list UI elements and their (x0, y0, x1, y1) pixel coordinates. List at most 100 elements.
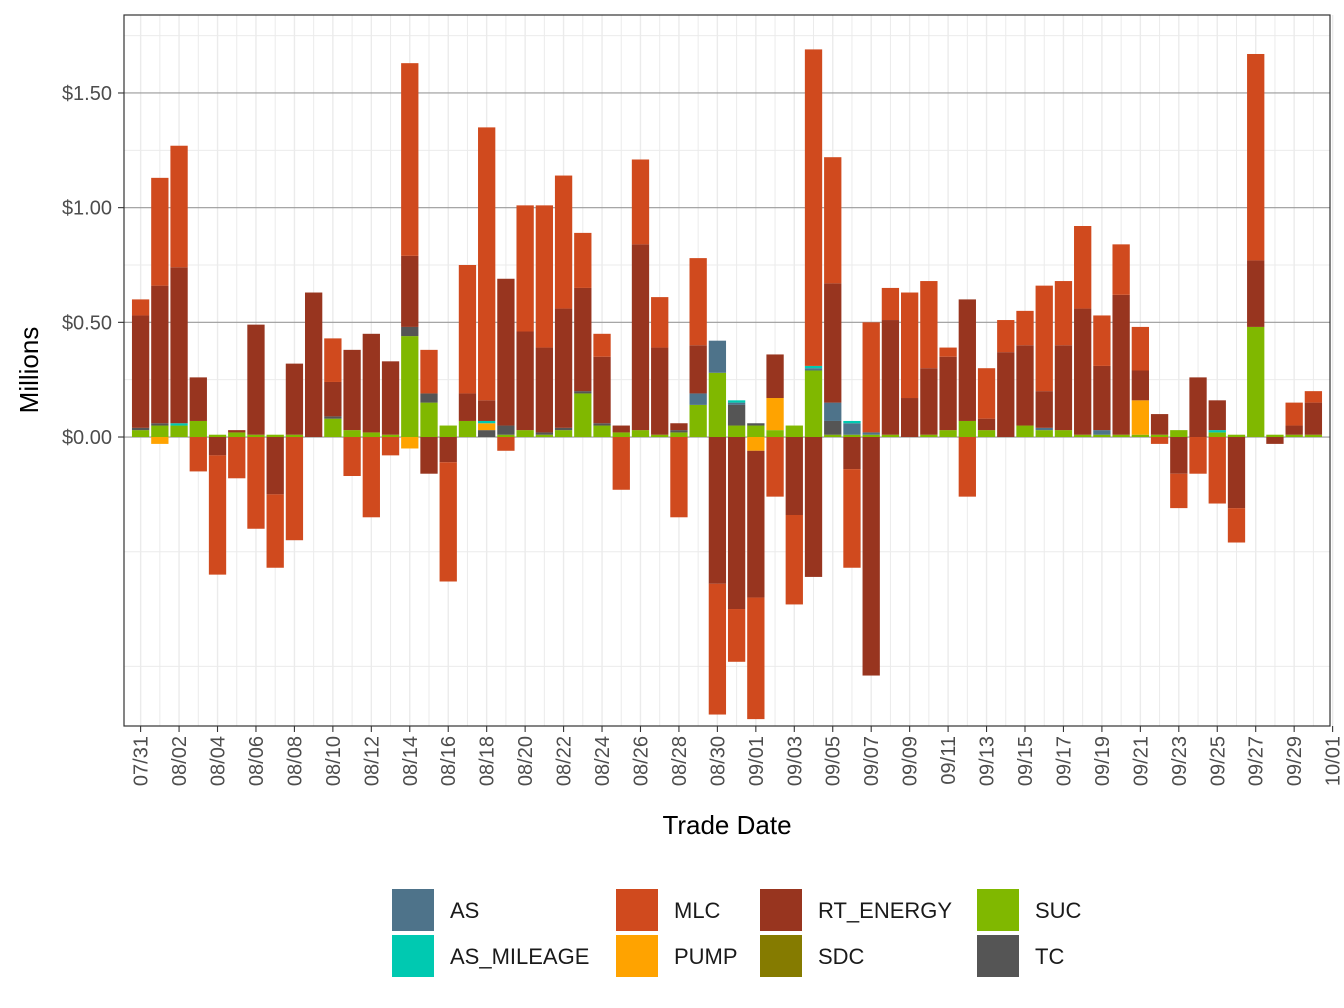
bar-suc-09-11 (939, 430, 957, 438)
bar-mlc-08-25 (612, 437, 630, 490)
bar-rt-energy-09-22 (1150, 414, 1169, 435)
bar-suc-09-10 (920, 434, 938, 438)
x-tick-label: 08/22 (554, 736, 576, 786)
bar-tc-08-15 (420, 393, 438, 403)
x-tick-label: 08/08 (284, 736, 306, 786)
bar-mlc-09-15 (1016, 310, 1034, 346)
bar-rt-energy-08-02 (170, 267, 188, 424)
bar-rt-energy-09-09 (900, 398, 919, 438)
bar-rt-energy-08-28 (670, 423, 688, 431)
legend-key-tc (977, 935, 1019, 977)
bar-mlc-08-31 (727, 609, 746, 662)
bar-mlc-09-24 (1189, 437, 1207, 474)
bar-as-09-05 (824, 402, 842, 421)
x-tick-label: 09/13 (977, 736, 999, 786)
x-tick-label: 08/12 (361, 736, 383, 786)
bar-rt-energy-08-15 (420, 437, 438, 474)
x-tick-label: 09/23 (1169, 736, 1191, 786)
bar-pump-09-21 (1131, 400, 1150, 435)
bar-mlc-08-08 (285, 437, 304, 541)
bar-suc-08-26 (631, 430, 650, 438)
bar-mlc-08-01 (151, 177, 169, 286)
legend-label-mlc: MLC (674, 898, 721, 923)
bar-as-mileage-08-02 (170, 423, 188, 426)
bar-tc-08-22 (554, 427, 573, 431)
bar-suc-09-20 (1112, 434, 1130, 438)
bar-mlc-09-30 (1304, 391, 1323, 403)
bar-suc-09-23 (1170, 430, 1188, 438)
bar-suc-09-03 (785, 425, 803, 438)
bar-suc-09-19 (1093, 434, 1111, 438)
bar-mlc-08-13 (381, 437, 400, 456)
bar-rt-energy-08-14 (401, 255, 419, 327)
x-tick-label: 09/05 (823, 736, 845, 786)
bar-rt-energy-08-20 (516, 331, 534, 431)
x-tick-label: 09/09 (900, 736, 922, 786)
bar-rt-energy-09-18 (1074, 308, 1092, 435)
bar-mlc-09-21 (1131, 326, 1150, 371)
x-tick-label: 08/24 (592, 736, 614, 786)
bar-rt-energy-09-04 (804, 437, 823, 577)
bar-mlc-08-27 (651, 297, 669, 348)
legend-key-mlc (616, 889, 658, 931)
bar-mlc-08-14 (401, 63, 419, 256)
legend-label-pump: PUMP (674, 944, 738, 969)
bar-suc-08-28 (670, 432, 688, 438)
bar-rt-energy-09-14 (997, 352, 1015, 438)
bar-tc-09-01 (747, 423, 765, 426)
bar-suc-08-16 (439, 425, 457, 438)
bar-rt-energy-09-12 (958, 299, 976, 421)
bar-mlc-08-22 (554, 175, 573, 309)
bar-mlc-08-30 (708, 583, 727, 715)
bar-rt-energy-08-06 (247, 324, 265, 435)
x-tick-label: 08/02 (169, 736, 191, 786)
bar-mlc-09-03 (785, 514, 803, 605)
x-tick-label: 08/14 (400, 736, 422, 786)
bar-suc-09-01 (747, 425, 765, 438)
bar-suc-08-27 (651, 434, 669, 438)
x-tick-label: 09/25 (1207, 736, 1229, 786)
bar-rt-energy-09-26 (1227, 437, 1246, 509)
bar-suc-09-17 (1054, 430, 1073, 438)
x-tick-label: 08/18 (477, 736, 499, 786)
bar-suc-09-15 (1016, 425, 1034, 438)
bar-suc-08-10 (324, 418, 342, 438)
x-tick-label: 08/06 (246, 736, 268, 786)
bar-rt-energy-08-03 (189, 377, 207, 421)
bar-rt-energy-09-01 (747, 450, 765, 598)
bar-rt-energy-09-21 (1131, 370, 1150, 401)
bar-suc-09-29 (1285, 434, 1303, 438)
bar-mlc-08-21 (535, 205, 554, 348)
bar-mlc-08-24 (593, 333, 611, 357)
bar-mlc-09-12 (958, 437, 976, 497)
bar-rt-energy-08-30 (708, 437, 727, 584)
bar-suc-08-14 (401, 336, 419, 438)
bar-mlc-09-07 (862, 322, 880, 433)
bar-tc-07-31 (131, 427, 150, 431)
bar-rt-energy-09-10 (920, 368, 938, 435)
bar-rt-energy-08-25 (612, 425, 630, 433)
bar-suc-07-31 (131, 430, 150, 438)
x-tick-label: 09/07 (861, 736, 883, 786)
bar-rt-energy-09-23 (1170, 437, 1188, 474)
bar-as-09-06 (843, 423, 861, 435)
bar-rt-energy-09-27 (1247, 260, 1265, 327)
bar-suc-09-22 (1150, 434, 1169, 438)
bar-suc-08-25 (612, 432, 630, 438)
bar-as-09-07 (862, 432, 880, 435)
x-tick-label: 09/21 (1130, 736, 1152, 786)
bar-tc-08-14 (401, 326, 419, 337)
bar-pump-09-01 (747, 437, 765, 451)
bar-mlc-09-09 (900, 292, 919, 399)
bar-suc-08-20 (516, 430, 534, 438)
bar-rt-energy-08-13 (381, 361, 400, 435)
legend-key-suc (977, 889, 1019, 931)
bar-rt-energy-09-30 (1304, 402, 1323, 435)
bar-mlc-08-26 (631, 159, 650, 245)
bar-mlc-09-18 (1074, 226, 1092, 309)
bar-rt-energy-08-26 (631, 244, 650, 431)
bar-mlc-09-05 (824, 157, 842, 284)
bar-rt-energy-08-10 (324, 381, 342, 417)
x-tick-label: 08/16 (438, 736, 460, 786)
